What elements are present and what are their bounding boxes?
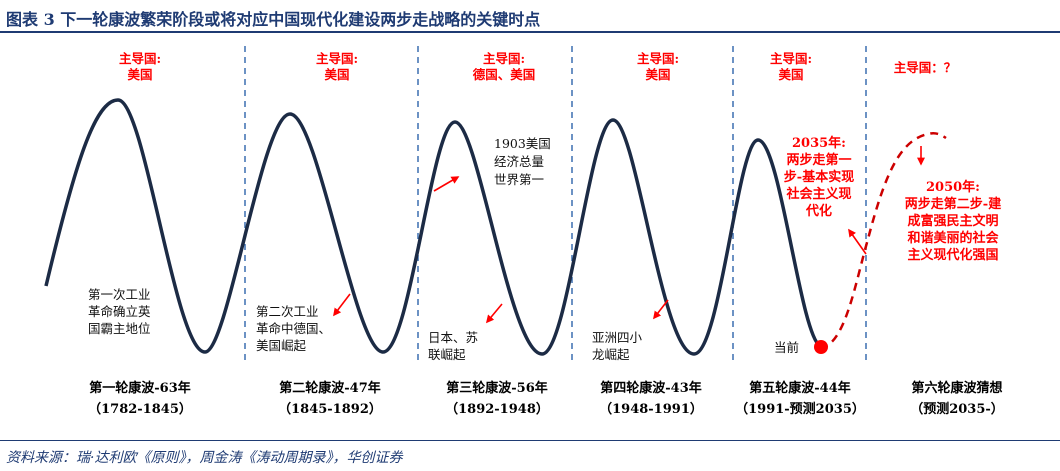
title-underline (0, 31, 1060, 33)
event-label-3: 日本、苏联崛起 (428, 330, 478, 362)
wave-name-4: 第四轮康波-43年 (600, 380, 702, 396)
figure-title: 图表 3 下一轮康波繁荣阶段或将对应中国现代化建设两步走战略的关键时点 (6, 10, 541, 29)
wave-years-3: （1892-1948） (445, 401, 549, 417)
kondratiev-wave-diagram: 主导国:美国 主导国:美国 主导国:德国、美国 主导国:美国 主导国:美国 主导… (44, 46, 1004, 417)
note-label-1903: 1903美国经济总量世界第一 (494, 136, 551, 187)
wave-years-6: （预测2035-） (910, 401, 1004, 417)
event-label-4: 亚洲四小龙崛起 (592, 330, 643, 362)
wave-years-1: （1782-1845） (88, 401, 192, 417)
wave-curve (44, 98, 822, 356)
wave-name-2: 第二轮康波-47年 (279, 380, 381, 396)
wave-name-1: 第一轮康波-63年 (89, 380, 191, 396)
wave-name-6: 第六轮康波猜想 (911, 380, 1002, 396)
leader-label-6: 主导国：？ (894, 60, 957, 75)
event-label-2: 第二次工业革命中德国、美国崛起 (256, 304, 331, 353)
wave-years-5: （1991-预测2035） (735, 401, 865, 417)
arrow-wave4 (653, 299, 669, 320)
milestone-2050: 2050年:两步走第二步-建成富强民主文明和谐美丽的社会主义现代化强国 (905, 179, 1001, 263)
milestone-2035: 2035年:两步走第一步-基本实现社会主义现代化 (784, 135, 854, 219)
arrow-2035 (848, 228, 867, 255)
arrow-wave3-rise (433, 176, 460, 192)
event-label-1: 第一次工业革命确立英国霸主地位 (88, 287, 151, 336)
leader-label-3: 主导国:德国、美国 (473, 51, 536, 82)
source-note: 资料来源：瑞·达利欧《原则》，周金涛《涛动周期录》，华创证券 (6, 450, 403, 466)
leader-label-1: 主导国:美国 (119, 51, 161, 82)
current-position-marker (814, 340, 828, 354)
leader-label-4: 主导国:美国 (637, 51, 679, 82)
arrow-wave2 (333, 293, 351, 317)
arrow-wave3-fall (485, 303, 503, 324)
wave-name-3: 第三轮康波-56年 (446, 380, 548, 396)
wave-name-5: 第五轮康波-44年 (749, 380, 851, 396)
leader-label-5: 主导国:美国 (770, 51, 812, 82)
title-bar: 图表 3 下一轮康波繁荣阶段或将对应中国现代化建设两步走战略的关键时点 (0, 0, 1060, 32)
projected-wave-curve (819, 131, 947, 350)
wave-years-2: （1845-1892） (278, 401, 382, 417)
footer-rule (0, 440, 1060, 441)
leader-label-2: 主导国:美国 (316, 51, 358, 82)
wave-years-4: （1948-1991） (599, 401, 703, 417)
current-label: 当前 (774, 340, 799, 355)
